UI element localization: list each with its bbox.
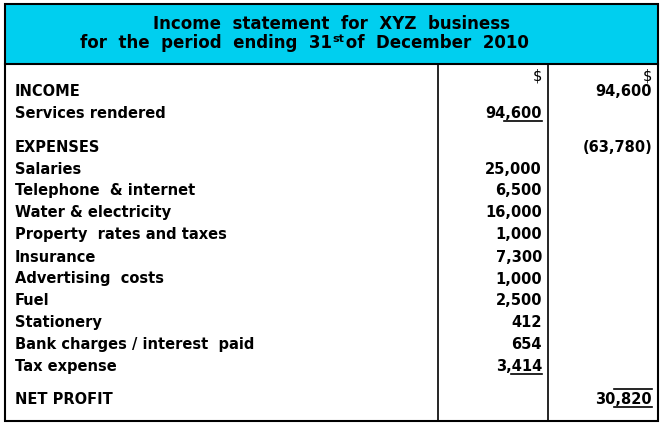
Text: of  December  2010: of December 2010 [341,34,529,52]
Text: 2,500: 2,500 [495,293,542,308]
Text: Stationery: Stationery [15,315,102,330]
Text: Tax expense: Tax expense [15,359,117,374]
Text: NET PROFIT: NET PROFIT [15,391,113,406]
Text: 3,414: 3,414 [496,359,542,374]
Text: INCOME: INCOME [15,84,81,99]
Text: Income  statement  for  XYZ  business: Income statement for XYZ business [153,15,510,33]
Text: Bank charges / interest  paid: Bank charges / interest paid [15,337,255,352]
Text: 30,820: 30,820 [595,391,652,406]
Text: Services rendered: Services rendered [15,106,166,121]
Bar [5,5,658,65]
Text: Advertising  costs: Advertising costs [15,271,164,286]
Text: Insurance: Insurance [15,249,96,264]
Text: 1,000: 1,000 [495,227,542,242]
Text: 412: 412 [511,315,542,330]
Text: 25,000: 25,000 [485,161,542,176]
Text: st: st [333,34,344,44]
Text: $: $ [532,68,542,83]
Text: Water & electricity: Water & electricity [15,205,171,220]
Text: $: $ [642,68,652,83]
Text: (63,780): (63,780) [582,139,652,154]
Text: Telephone  & internet: Telephone & internet [15,183,195,198]
Bar [5,65,658,421]
Text: for  the  period  ending  31: for the period ending 31 [80,34,332,52]
Text: EXPENSES: EXPENSES [15,139,100,154]
Text: 6,500: 6,500 [495,183,542,198]
Text: 94,600: 94,600 [485,106,542,121]
Text: Property  rates and taxes: Property rates and taxes [15,227,227,242]
Text: Salaries: Salaries [15,161,82,176]
Text: 7,300: 7,300 [496,249,542,264]
Text: Fuel: Fuel [15,293,50,308]
Text: 1,000: 1,000 [495,271,542,286]
Text: 16,000: 16,000 [485,205,542,220]
Text: 654: 654 [511,337,542,352]
Text: 94,600: 94,600 [595,84,652,99]
